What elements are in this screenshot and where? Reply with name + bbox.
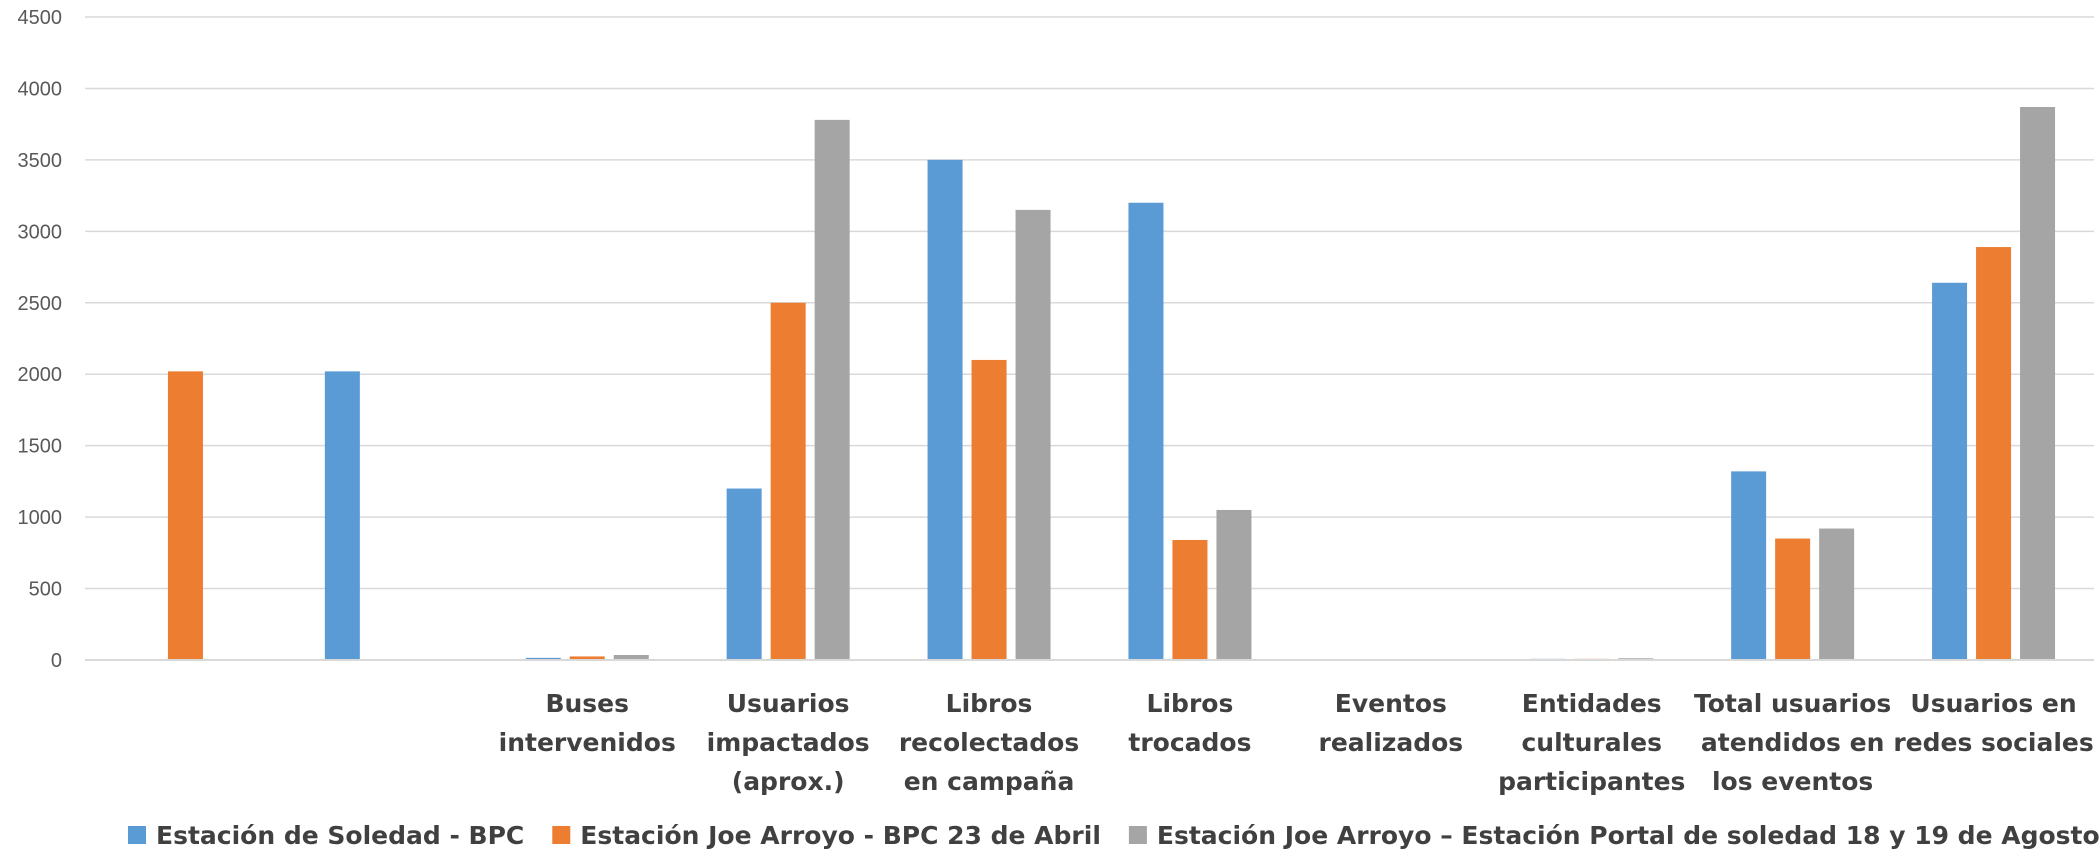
x-category-label: Entidades [1522,689,1662,718]
legend-swatch [1128,826,1147,844]
legend-swatch [128,826,146,844]
bar [1015,209,1051,660]
bar [2020,107,2056,660]
bar [726,488,762,660]
y-tick-label: 3000 [18,221,63,243]
bar [1172,539,1208,660]
x-category-label: Libros [946,689,1033,718]
gridlines [85,16,2094,590]
x-category-label: intervenidos [499,728,676,757]
bar [525,657,561,660]
x-category-label: recolectados [899,728,1079,757]
x-category-label: (aprox.) [732,767,845,796]
x-category-label: Libros [1147,689,1234,718]
bar [1731,471,1767,660]
bars [167,107,2056,660]
x-category-label: los eventos [1712,767,1873,796]
x-category-label: Usuarios [727,689,850,718]
y-tick-label: 2500 [18,293,63,315]
bar [927,159,963,660]
legend-label: Estación Joe Arroyo – Estación Portal de… [1157,821,2100,850]
bar [167,371,203,660]
bar [1932,282,1968,660]
legend-label: Estación de Soledad - BPC [156,821,524,850]
bar [770,302,806,660]
y-tick-label: 4500 [18,7,63,29]
x-category-label: Usuarios en [1910,689,2076,718]
y-tick-label: 2000 [18,364,63,386]
bar [569,656,605,660]
x-category-label: realizados [1319,728,1464,757]
y-tick-label: 0 [51,650,62,672]
x-category-label: atendidos en [1701,728,1884,757]
x-category-label: culturales [1521,728,1662,757]
x-category-label: trocados [1128,728,1251,757]
y-tick-label: 3500 [18,150,63,172]
x-axis-category-labels: Buses intervenidos Usuarios impactados (apro… [499,689,2094,796]
y-tick-label: 1500 [18,436,63,458]
x-category-label: Buses [545,689,629,718]
bar [1216,509,1252,660]
x-category-label: participantes [1498,767,1685,796]
y-axis-ticks: 0 500 1000 1500 2000 2500 3000 3500 4000 4500 [18,7,63,672]
x-category-label: Eventos [1335,689,1447,718]
bar [1976,247,2012,660]
x-category-label: redes sociales [1893,728,2093,757]
y-tick-label: 1000 [18,507,63,529]
bar [814,119,850,660]
bar [1128,202,1164,660]
y-tick-label: 500 [29,579,62,601]
x-category-label: en campaña [904,767,1075,796]
bar [613,654,649,660]
y-tick-label: 4000 [18,78,63,100]
bar [324,371,360,660]
legend-label: Estación Joe Arroyo - BPC 23 de Abril [580,821,1101,850]
bar [1775,538,1811,660]
x-category-label: impactados [707,728,870,757]
bar [1819,528,1855,660]
legend-swatch [552,826,571,844]
bar [971,359,1007,660]
x-category-label: Total usuarios [1694,689,1891,718]
legend: Estación de Soledad - BPC Estación Joe Ar… [128,821,2100,850]
